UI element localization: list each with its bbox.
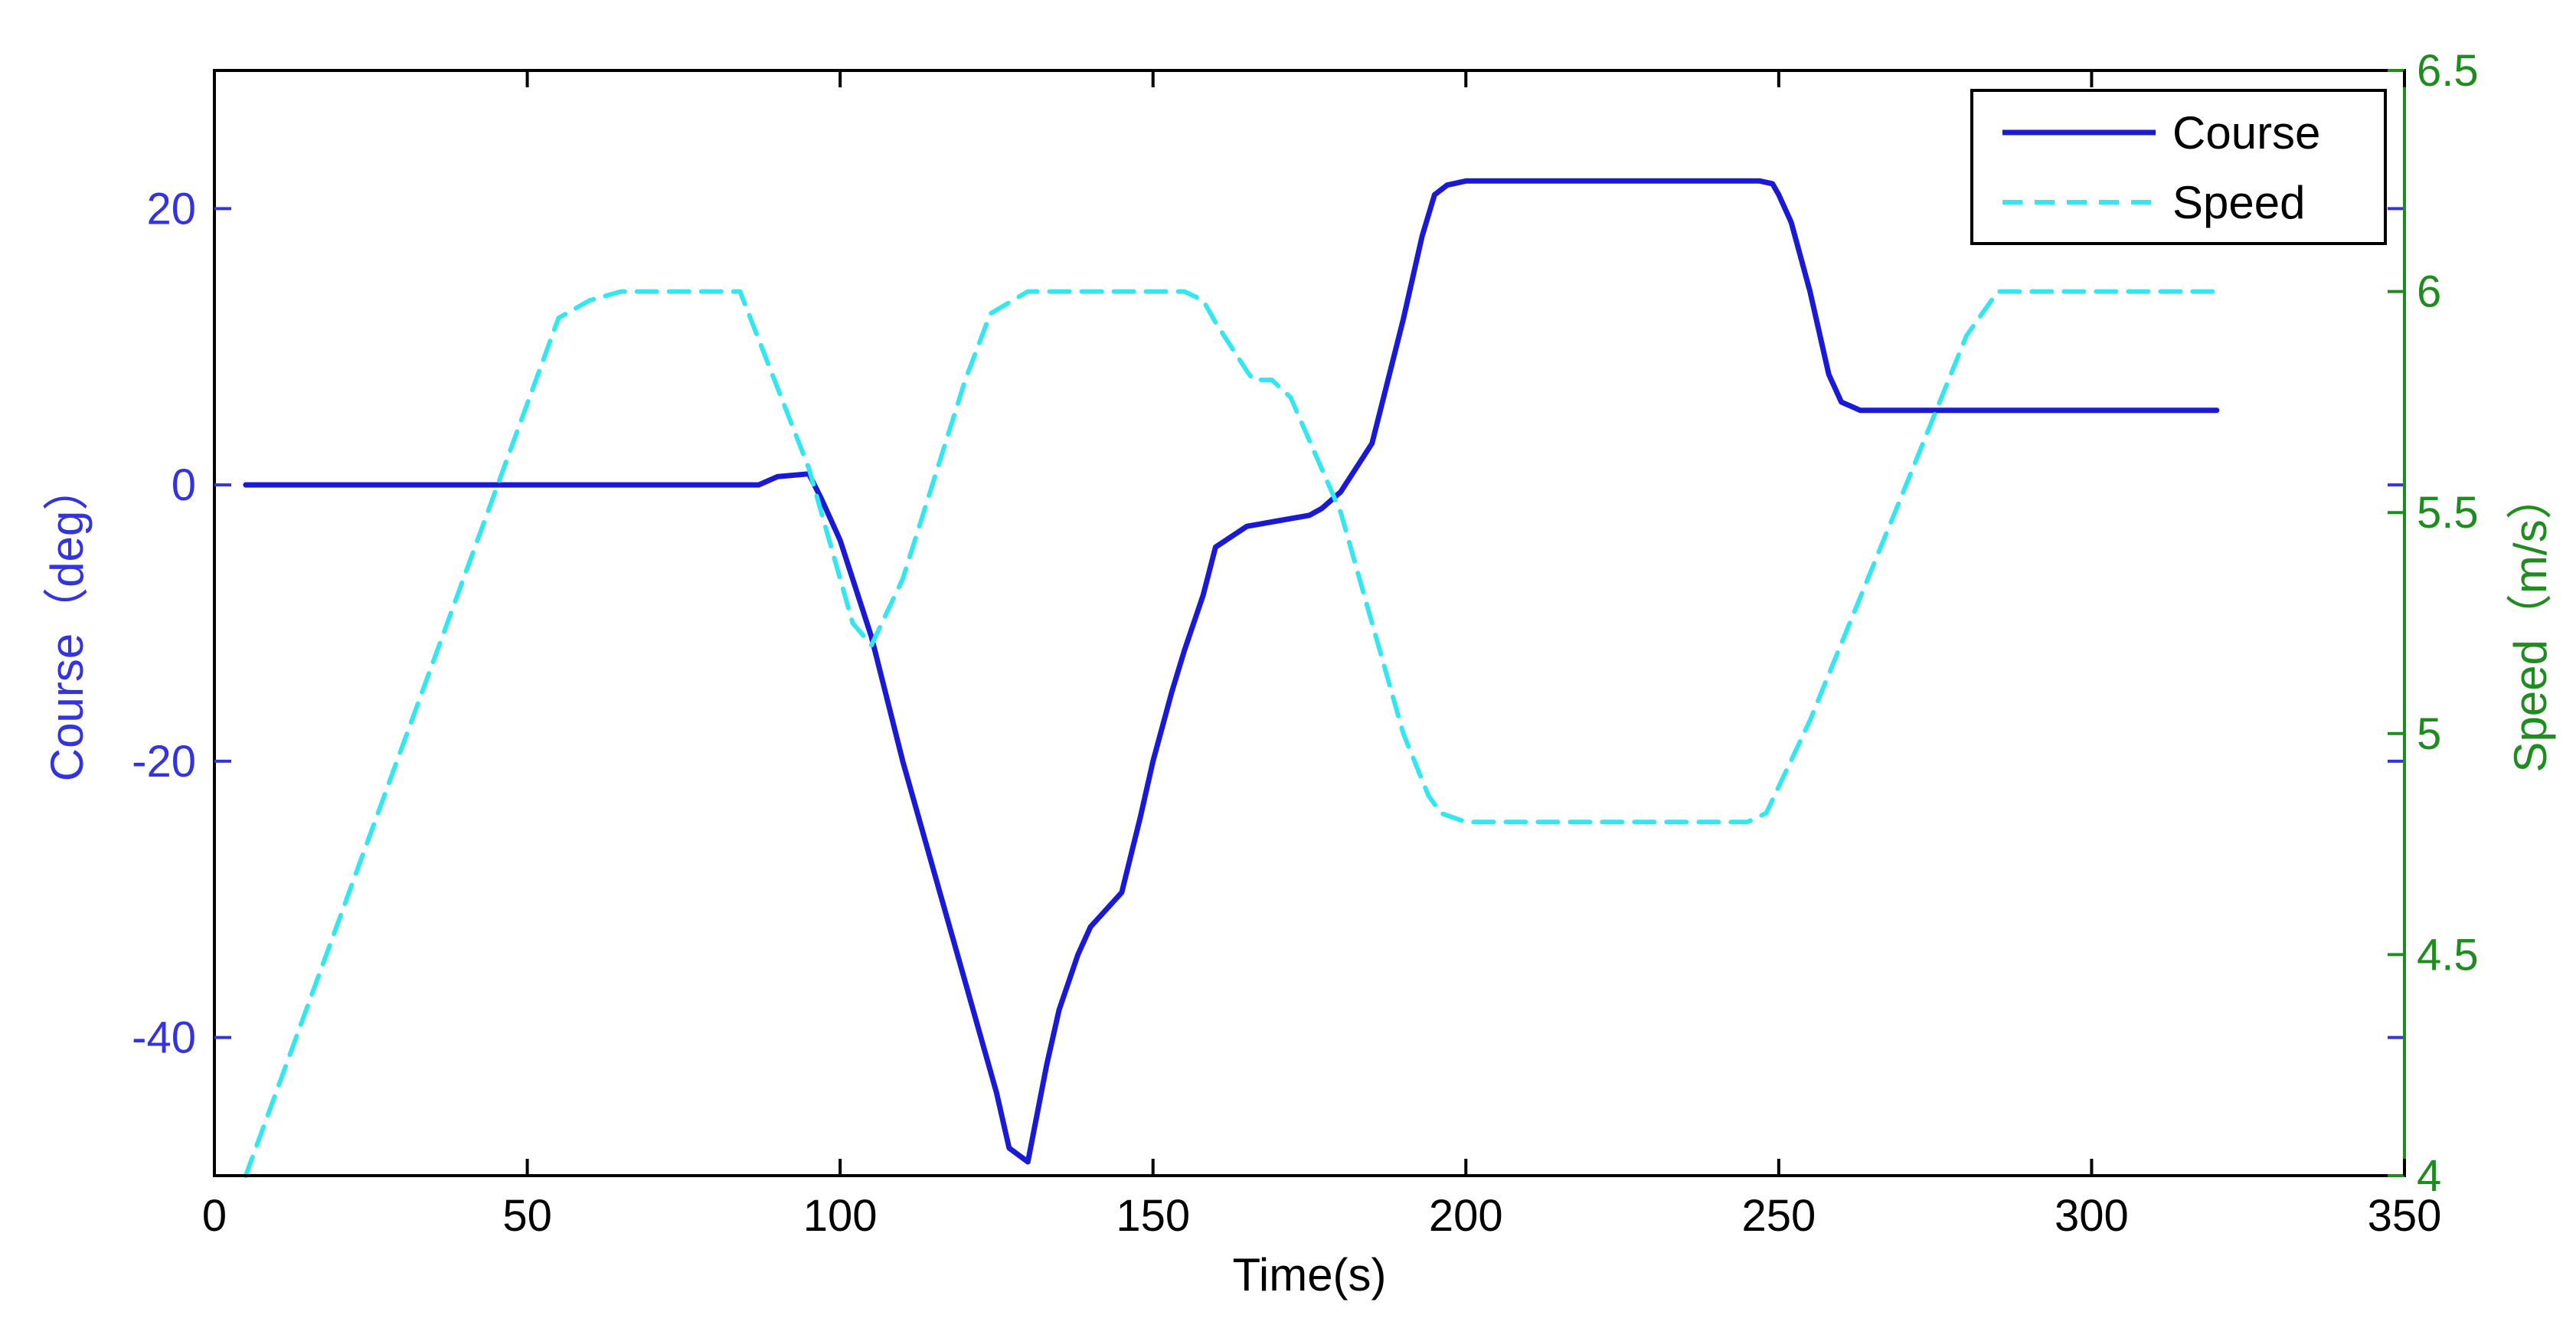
- series-line-course: [243, 178, 2220, 1165]
- left-y-tick-label: -20: [132, 737, 196, 787]
- plot-series-layer: [243, 178, 2220, 1178]
- right-y-tick-label: 4.5: [2417, 930, 2479, 980]
- x-tick-label: 0: [202, 1191, 227, 1241]
- legend-course-label: Course: [2172, 107, 2320, 159]
- x-tick-label: 50: [502, 1191, 552, 1241]
- x-tick-label: 200: [1429, 1191, 1503, 1241]
- legend-speed-label: Speed: [2172, 177, 2306, 228]
- legend: Course Speed: [1970, 89, 2387, 245]
- left-y-tick-label: 20: [146, 184, 196, 234]
- x-axis-title: Time(s): [1232, 1249, 1386, 1300]
- right-y-tick-label: 4: [2417, 1151, 2441, 1201]
- x-tick-label: 100: [803, 1191, 878, 1241]
- right-y-tick-label: 6.5: [2417, 46, 2479, 96]
- left-y-axis-title: Course（deg）: [41, 465, 93, 782]
- x-axis-ticks: 0 50 100 150 200 250 300 350: [202, 70, 2442, 1241]
- right-y-tick-label: 5.5: [2417, 488, 2479, 538]
- left-y-tick-label: -40: [132, 1013, 196, 1063]
- legend-box: [1970, 89, 2387, 245]
- right-y-axis-title: Speed（m/s）: [2505, 473, 2556, 772]
- left-axis-ticks: 20 0 -20 -40: [132, 184, 2404, 1063]
- x-tick-label: 250: [1741, 1191, 1816, 1241]
- left-y-tick-label: 0: [172, 460, 196, 510]
- x-tick-label: 300: [2055, 1191, 2129, 1241]
- right-y-tick-label: 5: [2417, 709, 2441, 759]
- right-y-tick-label: 6: [2417, 267, 2441, 317]
- x-tick-label: 350: [2368, 1191, 2442, 1241]
- right-axis-ticks: 6.5 6 5.5 5 4.5 4: [2388, 46, 2479, 1201]
- x-tick-label: 150: [1116, 1191, 1190, 1241]
- series-line-speed: [243, 289, 2219, 1178]
